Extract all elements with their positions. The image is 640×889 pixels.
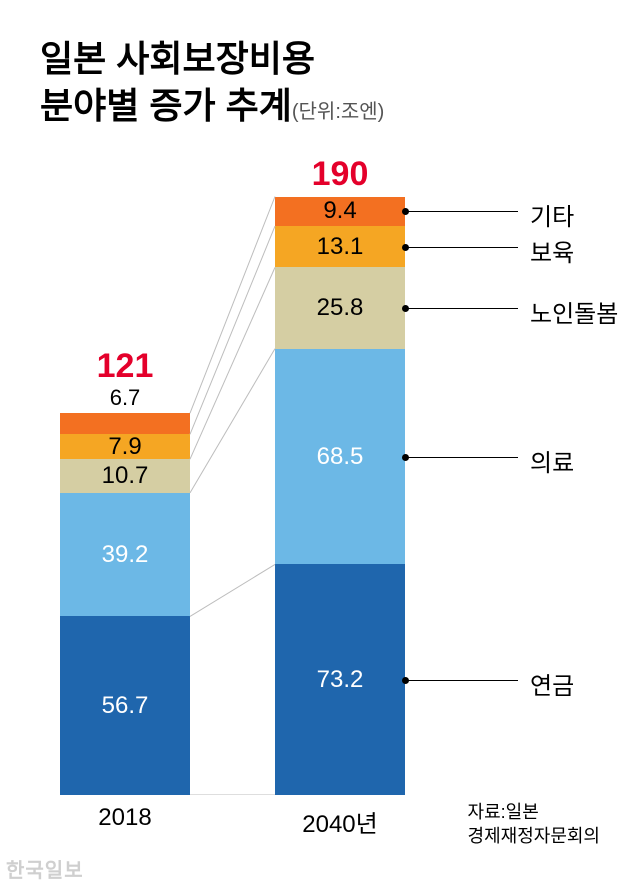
title-line-1: 일본 사회보장비용 xyxy=(40,36,384,83)
chart-title: 일본 사회보장비용 분야별 증가 추계(단위:조엔) xyxy=(40,36,384,130)
leader-line-pension xyxy=(405,680,518,681)
leader-line-medical xyxy=(405,457,518,458)
title-unit: (단위:조엔) xyxy=(292,101,384,123)
leader-dot-pension xyxy=(402,677,409,684)
chart-area: 7.910.739.256.7 9.413.125.868.573.2 기타보육… xyxy=(0,175,640,795)
bar-total: 190 xyxy=(275,155,405,194)
leader-dot-elderly xyxy=(402,305,409,312)
category-label-elderly: 노인돌봄 xyxy=(530,294,618,329)
leader-line-etc xyxy=(405,211,518,212)
category-label-medical: 의료 xyxy=(530,443,574,478)
segment-value-etc-outside: 6.7 xyxy=(60,385,190,411)
leader-line-nursery xyxy=(405,247,518,248)
bar-connectors xyxy=(0,175,640,795)
title-line-2: 분야별 증가 추계(단위:조엔) xyxy=(40,83,384,130)
source-text: 자료:일본 경제재정자문회의 xyxy=(468,800,600,849)
source-line-2: 경제재정자문회의 xyxy=(468,824,600,848)
title-line-2-text: 분야별 증가 추계 xyxy=(40,85,292,126)
category-label-etc: 기타 xyxy=(530,197,574,232)
category-label-pension: 연금 xyxy=(530,666,574,701)
leader-dot-nursery xyxy=(402,244,409,251)
leader-line-elderly xyxy=(405,308,518,309)
source-line-1: 자료:일본 xyxy=(468,800,600,824)
category-label-nursery: 보육 xyxy=(530,233,574,268)
watermark: 한국일보 xyxy=(6,854,84,883)
leader-dot-medical xyxy=(402,454,409,461)
bar-total: 121 xyxy=(60,347,190,386)
xaxis-2018: 2018 xyxy=(60,804,190,832)
xaxis-2040: 2040년 xyxy=(275,804,405,839)
